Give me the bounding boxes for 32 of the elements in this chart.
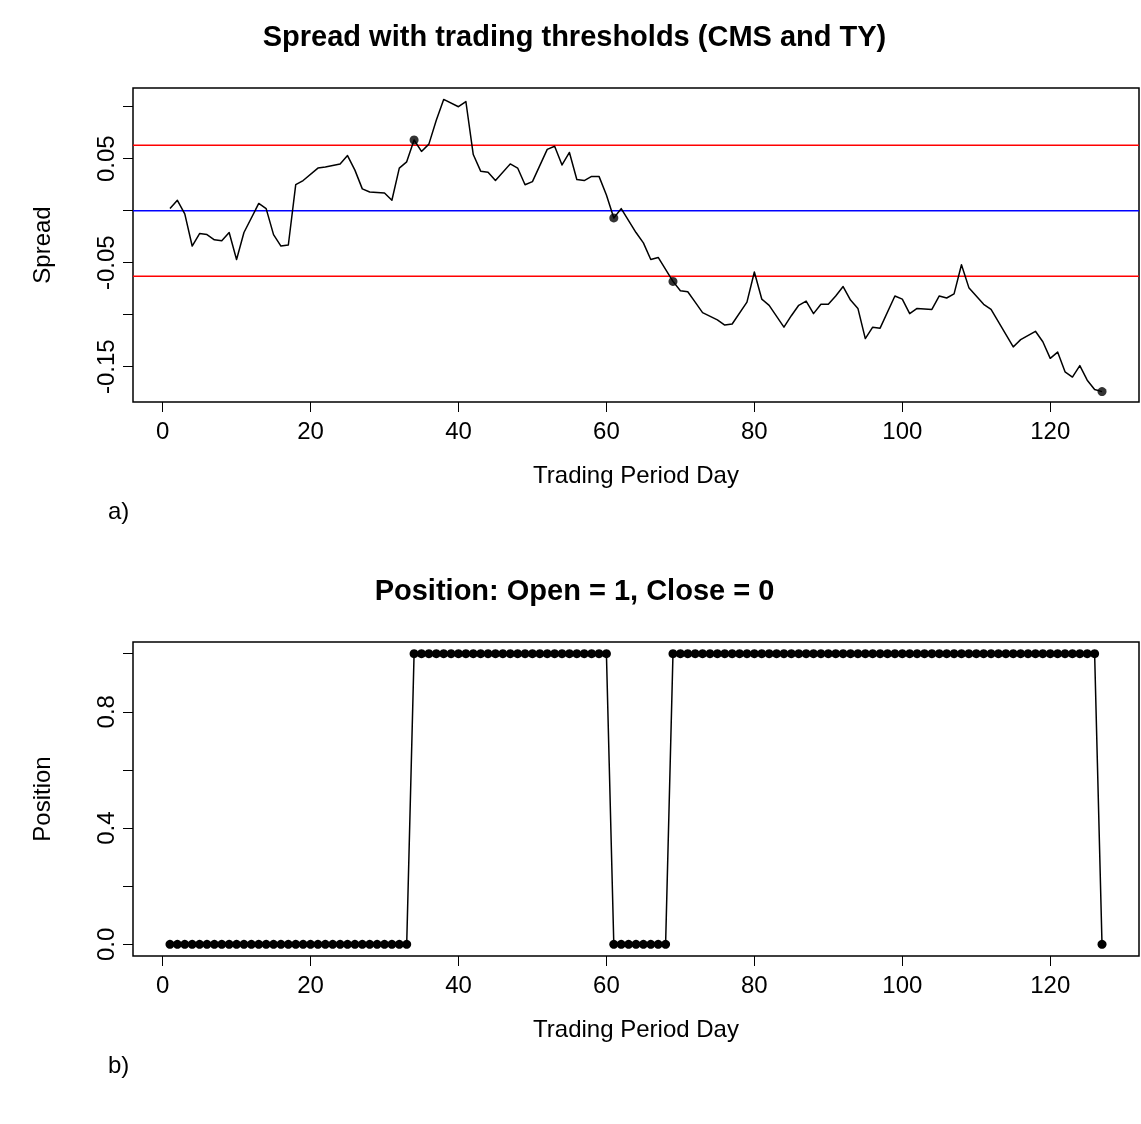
y-tick-label: 0.05 <box>91 135 119 183</box>
y-tick-label: 0.8 <box>91 695 119 729</box>
y-tick-label: -0.05 <box>91 235 119 291</box>
y-axis-title: Spread <box>27 206 55 284</box>
x-tick-label: 120 <box>1030 970 1071 998</box>
x-tick-label: 60 <box>593 416 620 444</box>
y-axis-title: Position <box>27 756 55 842</box>
x-axis-title: Trading Period Day <box>533 460 739 488</box>
text: b) <box>108 1050 130 1078</box>
x-tick-label: 40 <box>445 970 472 998</box>
point <box>1097 387 1107 397</box>
y-tick-label: 0.0 <box>91 927 119 962</box>
x-tick-label: 60 <box>593 970 620 998</box>
x-tick-label: 120 <box>1030 416 1071 444</box>
x-tick-label: 0 <box>155 970 170 998</box>
x-tick-label: 20 <box>297 970 324 998</box>
point <box>409 135 419 145</box>
x-tick-label: 0 <box>155 416 170 444</box>
x-tick-label: 100 <box>882 970 923 998</box>
x-tick-label: 100 <box>882 416 923 444</box>
chart-title: Spread with trading thresholds (CMS and TY) <box>262 19 887 52</box>
x-tick-label: 20 <box>297 416 324 444</box>
x-tick-label: 80 <box>741 970 768 998</box>
x-axis-title: Trading Period Day <box>533 1014 739 1042</box>
y-tick-label: 0.4 <box>91 811 119 845</box>
x-tick-label: 80 <box>741 416 768 444</box>
y-tick-label: -0.15 <box>91 339 119 394</box>
text: a) <box>108 496 130 524</box>
point <box>609 213 619 223</box>
point <box>668 276 678 286</box>
x-tick-label: 40 <box>445 416 472 444</box>
chart-title: Position: Open = 1, Close = 0 <box>374 573 775 606</box>
